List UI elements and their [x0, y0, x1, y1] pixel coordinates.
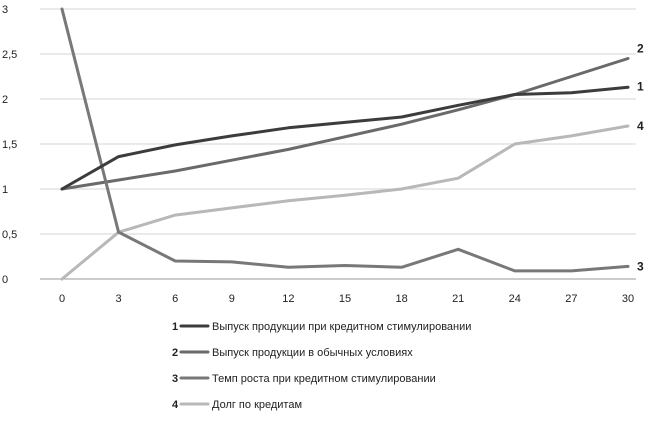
y-tick-label: 0: [2, 274, 8, 286]
y-tick-label: 0,5: [2, 229, 17, 241]
series-line-2: [60, 57, 630, 191]
x-tick-label: 3: [116, 293, 122, 305]
legend-item-4: 4 Долг по кредитам: [172, 399, 302, 411]
legend-label: Темп роста при кредитном стимулировании: [212, 373, 436, 385]
series-end-label-2: 2: [637, 42, 644, 56]
series-end-label-3: 3: [637, 259, 644, 273]
y-tick-label: 2,5: [2, 49, 17, 61]
legend-item-2: 2 Выпуск продукции в обычных условиях: [172, 347, 413, 359]
gridlines: [40, 8, 636, 280]
legend-label: Выпуск продукции при кредитном стимулиро…: [212, 321, 471, 333]
y-tick-label: 1: [2, 184, 8, 196]
x-tick-label: 15: [339, 293, 351, 305]
series-end-label-1: 1: [637, 79, 644, 93]
x-tick-label: 27: [565, 293, 577, 305]
x-tick-label: 12: [282, 293, 294, 305]
y-tick-label: 2: [2, 94, 8, 106]
legend: 1 Выпуск продукции при кредитном стимулир…: [172, 321, 471, 411]
x-tick-label: 0: [59, 293, 65, 305]
series-lines: [60, 7, 630, 281]
legend-number: 4: [172, 399, 179, 411]
legend-label: Долг по кредитам: [212, 399, 302, 411]
series-end-label-4: 4: [637, 119, 644, 133]
series-end-labels: 1 2 3 4: [637, 42, 644, 274]
legend-label: Выпуск продукции в обычных условиях: [212, 347, 413, 359]
series-line-1: [60, 85, 630, 191]
legend-number: 2: [172, 347, 178, 359]
x-tick-label: 9: [229, 293, 235, 305]
axes: 00,511,522,530 3 6 9 12 15 18 21 24 27 30: [2, 4, 634, 305]
legend-item-3: 3 Темп роста при кредитном стимулировании: [172, 373, 436, 385]
series-line-3: [60, 7, 630, 273]
y-tick-label: 3: [2, 4, 8, 16]
x-tick-label: 18: [395, 293, 407, 305]
legend-item-1: 1 Выпуск продукции при кредитном стимулир…: [172, 321, 471, 333]
series-line-4: [60, 124, 630, 281]
x-tick-label: 24: [509, 293, 521, 305]
legend-number: 1: [172, 321, 178, 333]
x-tick-label: 6: [172, 293, 178, 305]
x-tick-label: 21: [452, 293, 464, 305]
y-tick-label: 1,5: [2, 139, 17, 151]
x-tick-label: 30: [622, 293, 634, 305]
legend-number: 3: [172, 373, 178, 385]
